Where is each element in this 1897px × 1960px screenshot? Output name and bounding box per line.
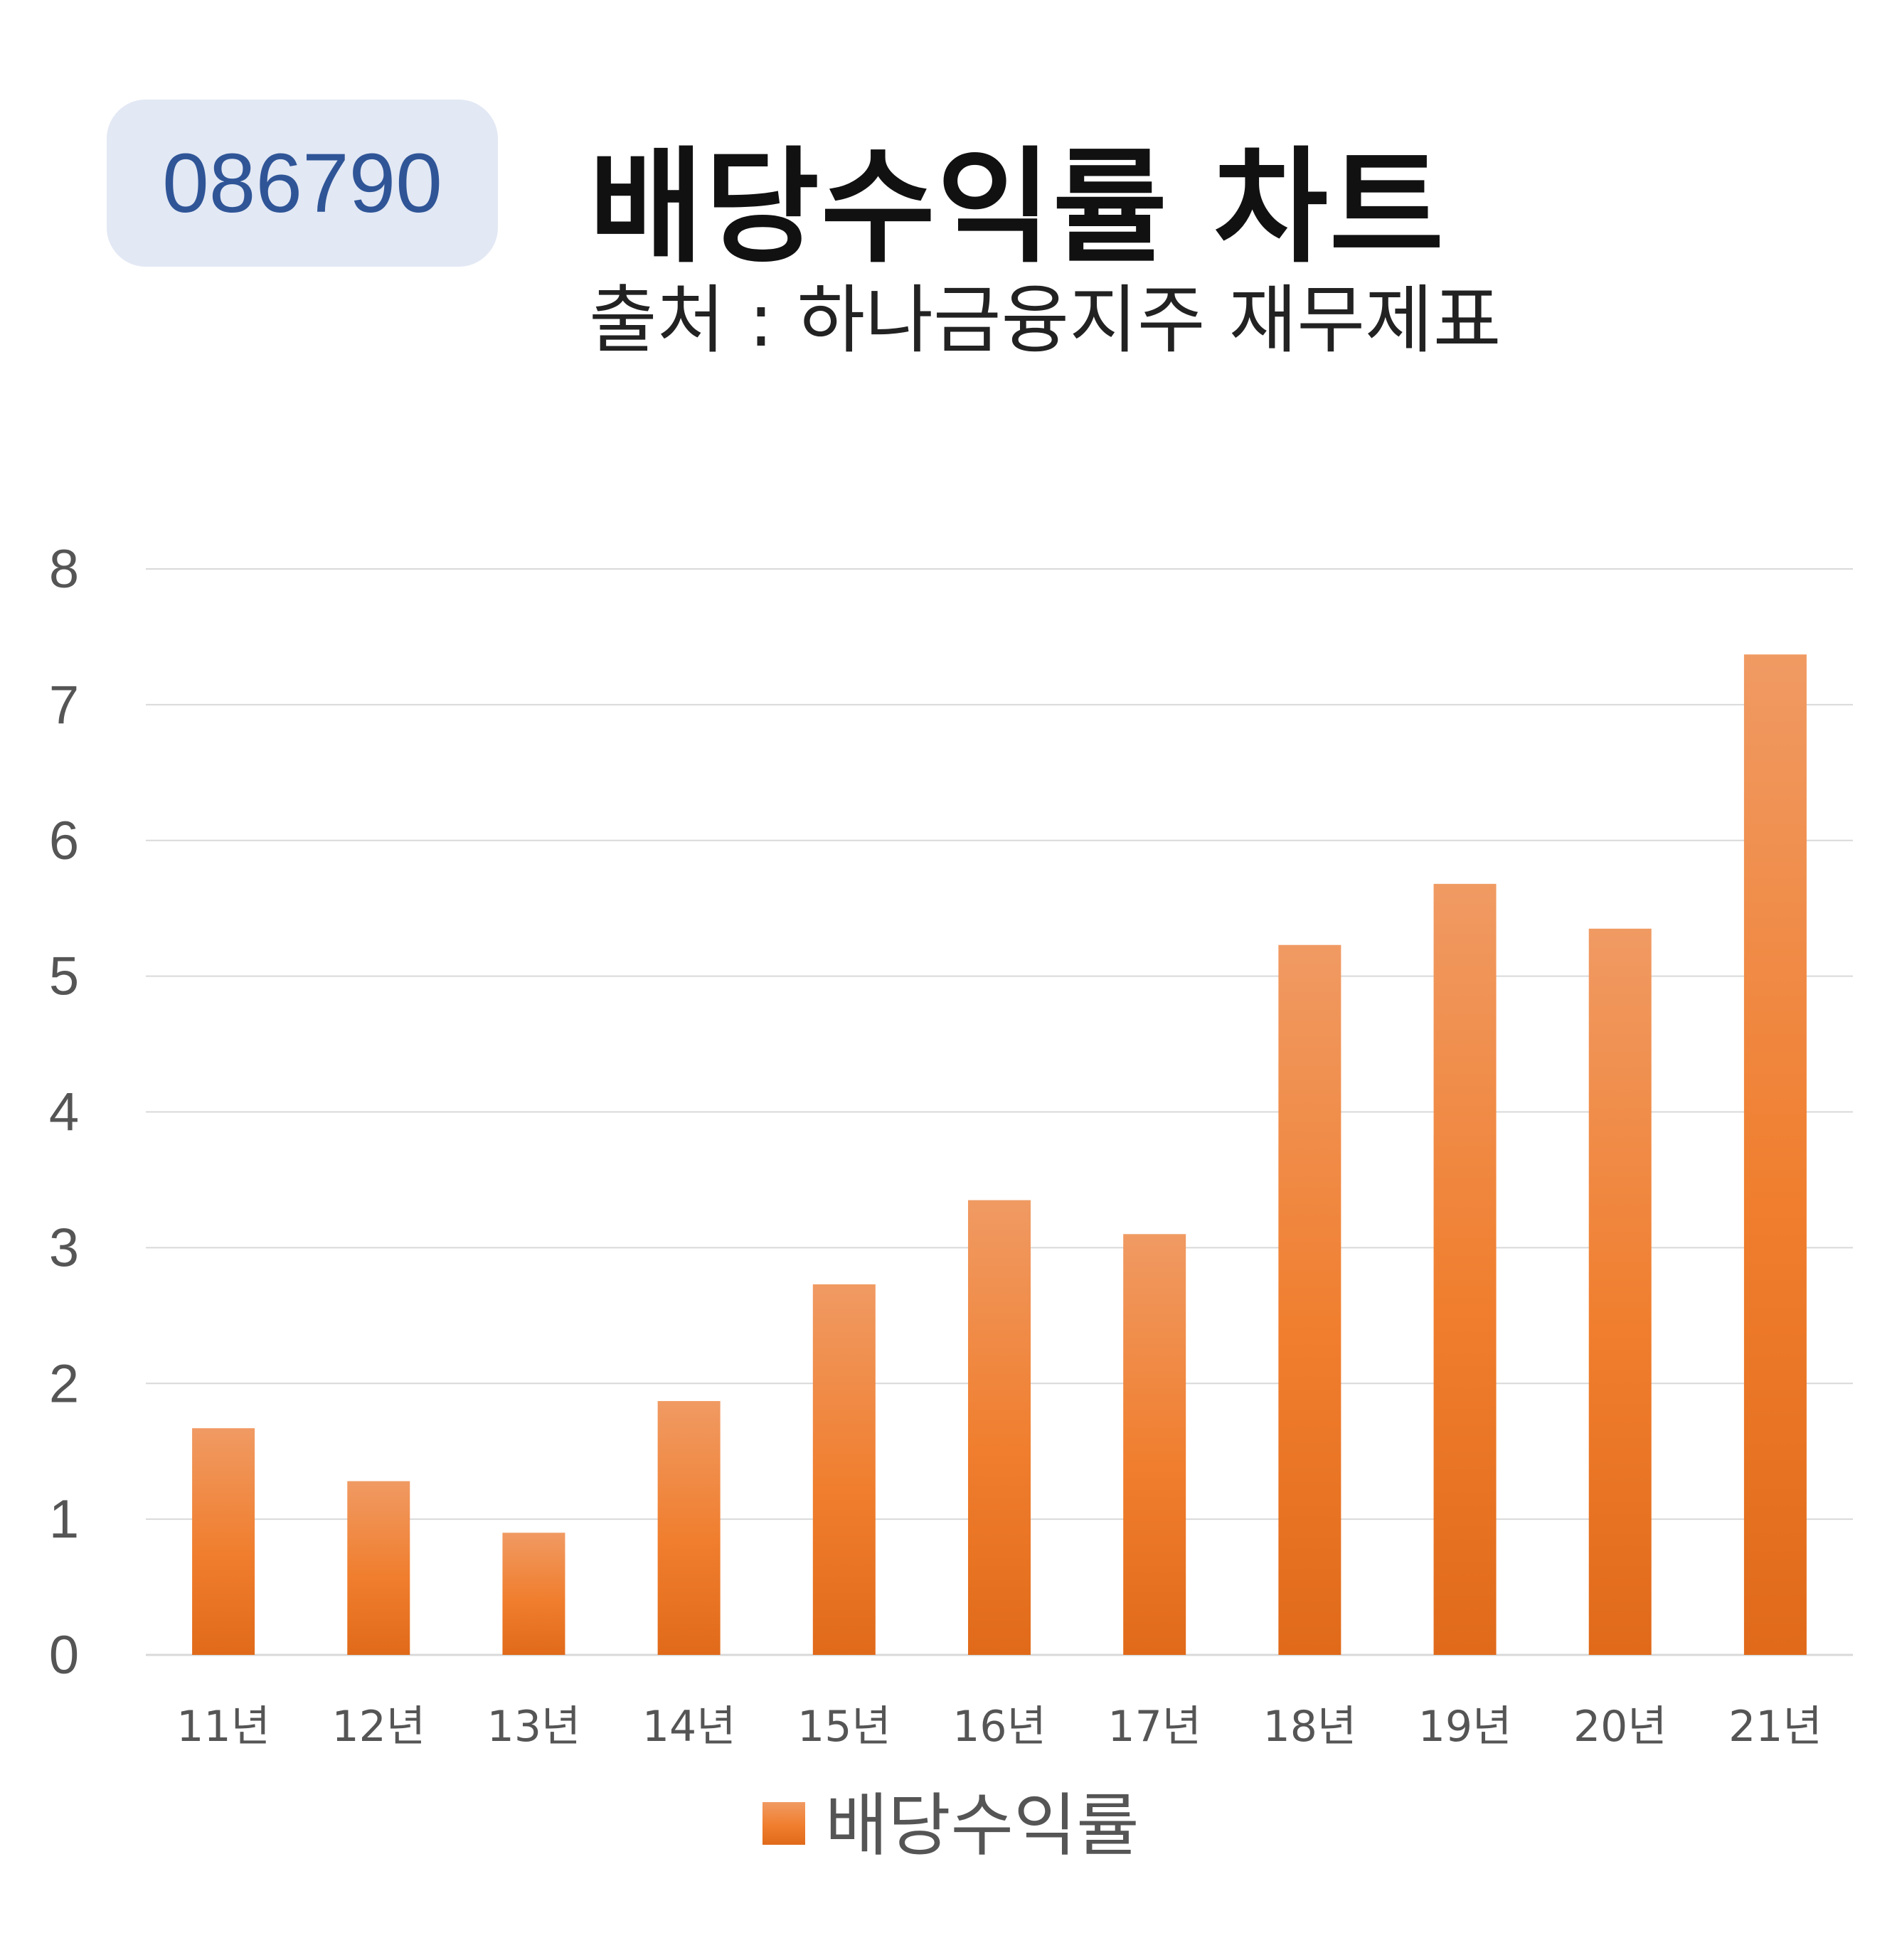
y-tick-label: 2: [49, 1353, 79, 1414]
x-tick-label: 19년: [1418, 1702, 1512, 1752]
bar: [1743, 654, 1807, 1655]
y-tick-label: 8: [49, 539, 79, 600]
y-tick-label: 1: [49, 1489, 79, 1550]
x-tick-label: 21년: [1728, 1702, 1822, 1752]
x-tick-label: 12년: [331, 1702, 425, 1752]
legend-label: 배당수익률: [825, 1786, 1139, 1865]
y-tick-label: 0: [49, 1625, 79, 1685]
chart-subtitle: 출처 : 하나금융지주 재무제표: [589, 277, 1502, 363]
y-tick-label: 3: [49, 1218, 79, 1278]
bar: [192, 1428, 255, 1655]
x-tick-label: 13년: [487, 1702, 581, 1752]
x-axis: 11년 12년 13년 14년 15년 16년 17년 18년 19년 20년 21년: [176, 1702, 1822, 1752]
legend-swatch: [762, 1802, 805, 1845]
bar: [657, 1401, 721, 1655]
legend: 배당수익률: [762, 1786, 1139, 1865]
bar: [1123, 1234, 1186, 1655]
y-axis: 0 1 2 3 4 5 6 7 8: [49, 539, 79, 1685]
chart-title: 배당수익률 차트: [589, 136, 1445, 280]
stock-code-badge: 086790: [107, 100, 498, 267]
x-tick-label: 17년: [1107, 1702, 1201, 1752]
y-tick-label: 7: [49, 675, 79, 735]
bar: [1433, 883, 1497, 1655]
bar: [1588, 928, 1652, 1655]
x-tick-label: 11년: [176, 1702, 270, 1752]
x-tick-label: 18년: [1263, 1702, 1357, 1752]
stock-code: 086790: [162, 136, 442, 230]
x-tick-label: 20년: [1573, 1702, 1667, 1752]
x-tick-label: 16년: [952, 1702, 1046, 1752]
bar: [1278, 944, 1341, 1655]
bar: [812, 1284, 876, 1655]
x-tick-label: 15년: [797, 1702, 891, 1752]
bar: [347, 1481, 410, 1655]
bars: [192, 654, 1807, 1655]
y-tick-label: 5: [49, 947, 79, 1007]
bar: [502, 1533, 565, 1655]
x-tick-label: 14년: [642, 1702, 736, 1752]
bar: [968, 1200, 1031, 1655]
y-tick-label: 6: [49, 811, 79, 871]
y-tick-label: 4: [49, 1082, 79, 1143]
